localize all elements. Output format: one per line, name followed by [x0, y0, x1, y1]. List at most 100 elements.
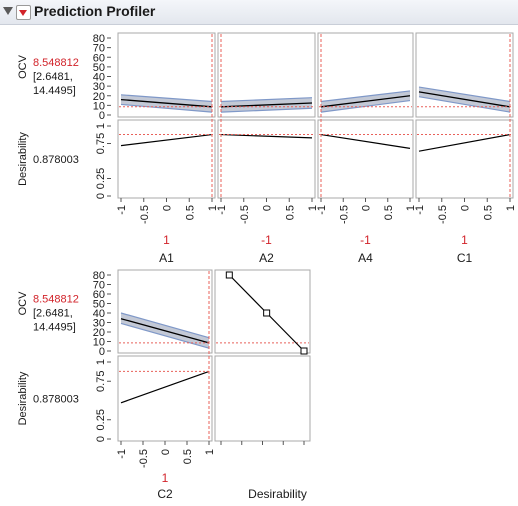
ocv-y-tick-label: 30: [93, 81, 105, 93]
desirability-axis-label: Desirability: [17, 371, 29, 425]
desirability-trace-A2: [220, 133, 313, 139]
ocv-y-tick-label: 50: [93, 62, 105, 74]
red-triangle-menu-icon[interactable]: [16, 5, 31, 20]
ocv-y-tick-label: 0: [99, 110, 105, 122]
ocv-panel-frame: [217, 32, 316, 118]
confidence-upper-line: [320, 90, 411, 103]
ocv-y-tick-label: 40: [93, 72, 105, 84]
desirability-blank-frame: [214, 355, 311, 442]
confidence-lower-line: [220, 107, 313, 113]
desirability-y-tick-label: 0.75: [95, 133, 107, 154]
x-tick-label: 0.5: [383, 205, 395, 220]
desirability-handle[interactable]: [263, 309, 271, 317]
ocv-ci-high: 14.4495]: [33, 322, 76, 334]
ocv-y-tick-label: 30: [93, 318, 105, 330]
x-tick-label: -1: [116, 449, 128, 459]
x-tick-label: -1: [116, 205, 128, 215]
ocv-y-tick-label: 20: [93, 91, 105, 103]
ocv-axis-label: OCV: [17, 54, 29, 79]
x-tick-label: 0.5: [182, 449, 194, 464]
ocv-current-value: 8.548812: [33, 294, 79, 306]
desirability-trace-C1: [418, 133, 511, 152]
ocv-panel-frame: [415, 32, 514, 118]
x-tick-label: 0: [262, 205, 274, 211]
confidence-upper-line: [120, 312, 210, 339]
x-tick-label: 0: [460, 205, 472, 211]
desirability-current-value: 0.878003: [33, 394, 79, 406]
ocv-panel-frame: [117, 32, 216, 118]
ocv-ci-low: [2.6481,: [33, 308, 73, 320]
desirability-trace-C2: [120, 370, 210, 404]
confidence-upper-line: [220, 97, 313, 103]
ocv-y-tick-label: 0: [99, 346, 105, 358]
x-tick-label: 0: [162, 205, 174, 211]
x-tick-label: 1: [505, 205, 517, 211]
factor-current-value-A4: -1: [360, 233, 371, 247]
ocv-ci-high: 14.4495]: [33, 85, 76, 97]
prediction-trace-A4: [320, 95, 411, 108]
ocv-y-tick-label: 80: [93, 33, 105, 45]
ocv-y-tick-label: 70: [93, 280, 105, 292]
desirability-y-tick-label: 0.25: [95, 168, 107, 189]
factor-name-C1: C1: [457, 251, 473, 265]
profiler-title-bar: Prediction Profiler: [0, 0, 518, 25]
desirability-y-tick-label: 0: [95, 436, 107, 442]
confidence-lower-line: [320, 99, 411, 113]
desirability-y-tick-label: 1: [95, 359, 107, 365]
prediction-trace-A1: [120, 98, 213, 108]
x-tick-label: -1: [316, 205, 328, 215]
desirability-panel-frame: [317, 119, 414, 199]
x-tick-label: -0.5: [138, 449, 150, 468]
desirability-panel-frame: [217, 119, 316, 199]
ocv-y-tick-label: 50: [93, 299, 105, 311]
desirability-y-tick-label: 1: [95, 123, 107, 129]
x-tick-label: 1: [204, 449, 216, 455]
x-tick-label: -0.5: [338, 205, 350, 224]
factor-current-value-C1: 1: [461, 233, 468, 247]
desirability-trace-A1: [120, 133, 213, 147]
prediction-trace-C2: [120, 318, 210, 344]
ocv-current-value: 8.548812: [33, 57, 79, 69]
factor-current-value-A1: 1: [163, 233, 170, 247]
factor-name-A1: A1: [159, 251, 174, 265]
ocv-axis-label: OCV: [17, 291, 29, 316]
x-tick-label: 0: [361, 205, 373, 211]
prediction-trace-C1: [418, 91, 511, 108]
ocv-y-tick-label: 10: [93, 100, 105, 112]
ocv-ci-low: [2.6481,: [33, 71, 73, 83]
ocv-y-tick-label: 20: [93, 327, 105, 339]
ocv-y-tick-label: 10: [93, 337, 105, 349]
x-tick-label: -0.5: [437, 205, 449, 224]
x-tick-label: -1: [414, 205, 426, 215]
ocv-y-tick-label: 60: [93, 289, 105, 301]
desirability-panel-frame: [415, 119, 514, 199]
disclosure-triangle-icon[interactable]: [3, 7, 13, 15]
ocv-y-tick-label: 70: [93, 43, 105, 55]
x-tick-label: -0.5: [139, 205, 151, 224]
x-tick-label: -0.5: [239, 205, 251, 224]
x-tick-label: 1: [307, 205, 319, 211]
ocv-y-tick-label: 40: [93, 308, 105, 320]
x-tick-label: 0.5: [482, 205, 494, 220]
confidence-upper-line: [418, 86, 511, 103]
factor-name-A4: A4: [358, 251, 373, 265]
desirability-x-axis-label: Desirability: [248, 487, 307, 501]
desirability-trace-A4: [320, 133, 411, 149]
ocv-panel-frame: [317, 32, 414, 118]
desirability-y-tick-label: 0.75: [95, 371, 107, 392]
ocv-y-tick-label: 80: [93, 270, 105, 282]
factor-current-value-A2: -1: [261, 233, 272, 247]
confidence-lower-line: [120, 103, 213, 113]
x-tick-label: 0.5: [184, 205, 196, 220]
desirability-y-tick-label: 0: [95, 193, 107, 199]
desirability-handle[interactable]: [300, 347, 308, 355]
desirability-axis-label: Desirability: [17, 132, 29, 186]
ocv-panel-frame: [117, 269, 213, 354]
desirability-handle[interactable]: [225, 271, 233, 279]
factor-name-C2: C2: [157, 487, 173, 501]
confidence-lower-line: [120, 322, 210, 349]
confidence-lower-line: [418, 96, 511, 113]
x-tick-label: 1: [207, 205, 219, 211]
desirability-y-tick-label: 0.25: [95, 409, 107, 430]
